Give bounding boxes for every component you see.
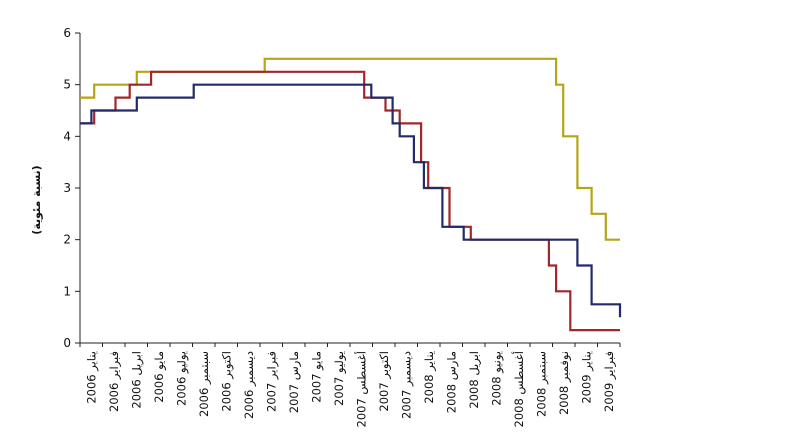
x-tick-label: فبراير 2007: [264, 351, 279, 412]
x-tick-label: يونيو 2008: [489, 351, 504, 406]
series-layer: [80, 57, 622, 332]
x-tick-label: مايو 2006: [152, 351, 167, 403]
x-tick-label: يوليو 2006: [174, 351, 189, 406]
y-tick-label: 6: [63, 26, 71, 40]
x-tick-label: ديسمبر 2007: [399, 351, 414, 419]
x-tick-label: فبراير 2009: [602, 351, 617, 412]
y-tick-label: 1: [63, 284, 71, 298]
x-tick-label: ديسمبر 2006: [242, 351, 257, 419]
x-axis: يناير 2006 فبراير 2006 ابريل 2006 مايو 2006…: [79, 342, 621, 428]
series-line-1: [80, 57, 620, 241]
x-tick-label: سبتمبر 2006: [197, 351, 212, 417]
x-tick-label: مارس 2007: [287, 351, 302, 413]
x-tick-label: اكتوبر 2007: [377, 351, 392, 412]
x-tick-label: أغسطس 2008: [511, 351, 527, 428]
y-tick-label: 0: [63, 336, 71, 350]
x-tick-label: يناير 2009: [579, 351, 594, 404]
x-tick-label: نوفمبر 2008: [557, 351, 572, 415]
x-tick-label: يناير 2008: [422, 351, 437, 404]
x-tick-label: مارس 2008: [444, 351, 459, 413]
y-tick-label: 4: [63, 129, 71, 143]
y-tick-label: 2: [63, 233, 71, 247]
series-line-2: [80, 70, 620, 332]
y-axis: 0 1 2 3 4 5 6: [63, 26, 81, 350]
x-tick-label: سبتمبر 2008: [534, 351, 549, 417]
x-tick-label: ابريل 2008: [467, 351, 482, 409]
x-tick-label: فبراير 2006: [107, 351, 122, 412]
x-tick-label: أغسطس 2007: [353, 351, 369, 428]
y-axis-label: (نسبة مئوية): [30, 165, 43, 234]
y-tick-label: 5: [63, 78, 71, 92]
x-tick-label: اكتوبر 2006: [219, 351, 234, 412]
x-tick-label: يناير 2006: [84, 351, 99, 404]
series-line-3: [80, 83, 622, 318]
x-tick-label: ابريل 2006: [129, 351, 144, 409]
x-tick-label: مايو 2007: [309, 351, 324, 403]
y-tick-label: 3: [63, 181, 71, 195]
x-tick-label: يوليو 2007: [332, 351, 347, 406]
